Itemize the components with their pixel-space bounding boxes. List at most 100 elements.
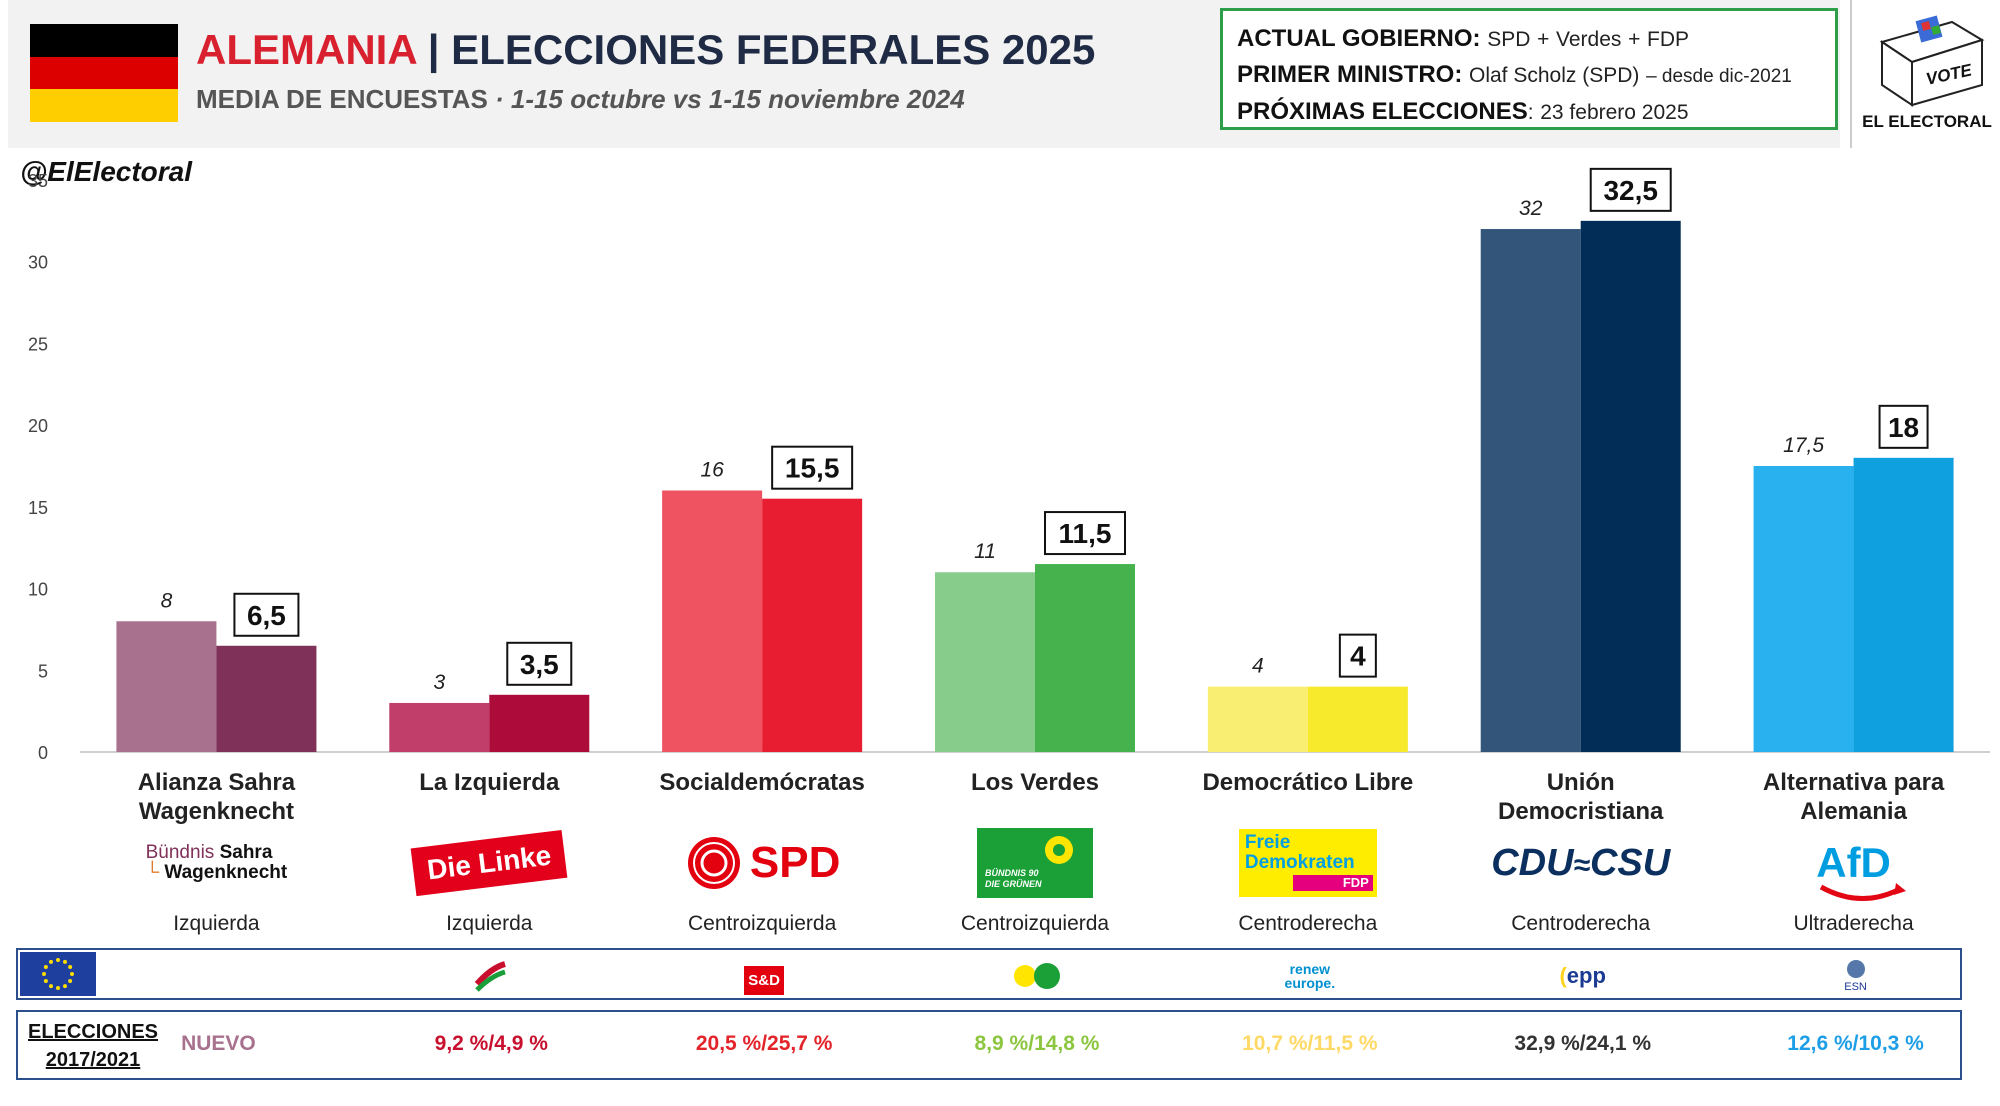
next-election-row: PRÓXIMAS ELECCIONES: 23 febrero 2025 xyxy=(1237,94,1821,130)
party-name-label: Alianza Sahra Wagenknecht xyxy=(96,768,336,826)
data-label-box xyxy=(1589,167,1672,212)
election-result: 9,2 %/4,9 % xyxy=(434,1032,548,1055)
election-result: 32,9 %/24,1 % xyxy=(1514,1032,1651,1055)
next-election-date: 23 febrero 2025 xyxy=(1540,101,1689,124)
election-result: 8,9 %/14,8 % xyxy=(974,1032,1100,1055)
el-electoral-logo: VOTE EL ELECTORAL xyxy=(1850,0,2000,148)
pm-since: – desde dic-2021 xyxy=(1646,66,1792,87)
bar-previous xyxy=(1207,686,1308,752)
gov-plus-2: + xyxy=(1628,28,1641,51)
party-name-line: Los Verdes xyxy=(970,769,1100,796)
country-name: ALEMANIA xyxy=(196,26,417,73)
y-tick-label: 10 xyxy=(28,580,48,600)
pm-name: Olaf Scholz (SPD) xyxy=(1469,64,1640,87)
next-election-colon: : xyxy=(1527,101,1534,124)
party-name-label: Los Verdes xyxy=(915,768,1155,797)
subtitle-dates: · 1-15 octubre vs 1-15 noviembre 2024 xyxy=(495,84,965,114)
data-label-previous: 4 xyxy=(1252,655,1264,678)
data-label-current: 3,5 xyxy=(520,649,559,680)
eu-group-2: S&D xyxy=(704,956,824,996)
bar-previous xyxy=(1753,466,1854,752)
subtitle-text: MEDIA DE ENCUESTAS xyxy=(196,84,488,114)
eu-star-icon xyxy=(68,965,73,969)
eu-group-3 xyxy=(977,956,1097,996)
ideology-label: Centroderecha xyxy=(1238,912,1378,935)
bsw-logo: Bündnis Sahra └ Wagenknecht xyxy=(145,842,288,883)
flag-stripe-red xyxy=(30,56,178,90)
y-tick-label: 35 xyxy=(28,171,48,191)
eu-star-icon xyxy=(70,972,74,976)
elections-row: ELECCIONES 2017/2021 NUEVO 9,2 %/4,9 % 20,… xyxy=(16,1010,1962,1080)
y-tick-label: 30 xyxy=(28,253,48,273)
flag-stripe-black xyxy=(30,24,178,57)
bar-previous xyxy=(662,490,763,752)
party-name-line: Unión Democristiana xyxy=(1498,769,1664,825)
eu-star-icon xyxy=(49,959,53,964)
data-label-previous: 17,5 xyxy=(1783,434,1824,457)
data-label-current: 18 xyxy=(1888,412,1919,443)
gruene-logo: BÜNDNIS 90 DIE GRÜNEN xyxy=(925,828,1145,898)
eu-group-5: (epp xyxy=(1559,963,1606,988)
party-name-line: Alianza Sahra xyxy=(137,769,296,796)
party-name-label: Unión Democristiana xyxy=(1461,768,1701,826)
y-tick-label: 20 xyxy=(28,416,48,436)
y-tick-label: 0 xyxy=(38,743,48,760)
eu-star-icon xyxy=(42,972,46,976)
cdu-csu-logo: CDU≈CSU xyxy=(1491,841,1671,884)
brand-name: EL ELECTORAL xyxy=(1862,112,1992,131)
government-info-box: ACTUAL GOBIERNO: SPD + Verdes + FDP PRIM… xyxy=(1220,8,1838,130)
eu-group-1 xyxy=(431,956,551,996)
twitter-handle: @ElElectoral xyxy=(20,156,193,187)
bar-current xyxy=(216,645,317,752)
gov-label: ACTUAL GOBIERNO: xyxy=(1237,25,1481,52)
elections-title: ELECCIONES 2017/2021 xyxy=(28,1018,158,1074)
data-label-current: 11,5 xyxy=(1059,518,1112,549)
gov-party-spd: SPD xyxy=(1487,28,1531,51)
next-election-label: PRÓXIMAS ELECCIONES xyxy=(1237,98,1528,125)
die-linke-logo: Die Linke xyxy=(379,828,599,898)
eu-star-icon xyxy=(56,986,60,990)
election-result: 10,7 %/11,5 % xyxy=(1242,1032,1378,1055)
eu-star-icon xyxy=(68,979,73,983)
eu-star-icon xyxy=(63,984,67,989)
party-name-label: La Izquierda xyxy=(369,768,609,797)
data-label-box xyxy=(1338,633,1377,678)
party-name-label: Socialdemócratas xyxy=(642,768,882,797)
bar-previous xyxy=(389,702,490,752)
ideology-label: Izquierda xyxy=(446,912,533,935)
y-tick-label: 15 xyxy=(28,498,48,518)
data-label-box xyxy=(771,445,854,490)
y-tick-label: 5 xyxy=(38,661,48,681)
gov-plus-1: + xyxy=(1537,28,1550,51)
data-label-box xyxy=(506,641,573,686)
pm-label: PRIMER MINISTRO: xyxy=(1237,61,1463,88)
eu-star-icon xyxy=(43,979,48,983)
bar-current xyxy=(489,694,590,752)
bar-current xyxy=(1580,220,1681,752)
y-tick-label: 25 xyxy=(28,334,48,354)
party-name-line: Alemania xyxy=(1800,798,1907,825)
election-result: 20,5 %/25,7 % xyxy=(695,1032,833,1055)
data-label-previous: 11 xyxy=(974,540,996,563)
data-label-previous: 16 xyxy=(700,459,724,482)
fdp-logo: Freie Demokraten FDP xyxy=(1198,828,1418,898)
page-subtitle: MEDIA DE ENCUESTAS · 1-15 octubre vs 1-1… xyxy=(196,84,965,115)
ballot-box-icon: VOTE xyxy=(1879,15,1985,107)
bar-previous xyxy=(935,572,1035,752)
data-label-box xyxy=(233,592,300,637)
page-title: ALEMANIA | ELECCIONES FEDERALES 2025 xyxy=(196,26,1095,74)
gov-row: ACTUAL GOBIERNO: SPD + Verdes + FDP xyxy=(1237,21,1821,57)
gov-party-verdes: Verdes xyxy=(1556,28,1622,51)
eu-group-row: S&D renew europe. (epp ESN xyxy=(16,948,1962,1000)
party-name-line: Alternativa para xyxy=(1762,769,1945,796)
data-label-previous: 8 xyxy=(161,589,173,612)
data-label-previous: 3 xyxy=(433,671,445,694)
eu-star-icon xyxy=(63,959,67,964)
party-name-line: Socialdemócratas xyxy=(659,769,865,796)
party-name-line: Democrático Libre xyxy=(1202,769,1414,796)
germany-flag-icon xyxy=(30,24,178,122)
data-label-current: 6,5 xyxy=(247,600,286,631)
ideology-label: Centroderecha xyxy=(1511,912,1651,935)
ideology-label: Centroizquierda xyxy=(960,912,1110,935)
eu-star-icon xyxy=(56,958,60,962)
